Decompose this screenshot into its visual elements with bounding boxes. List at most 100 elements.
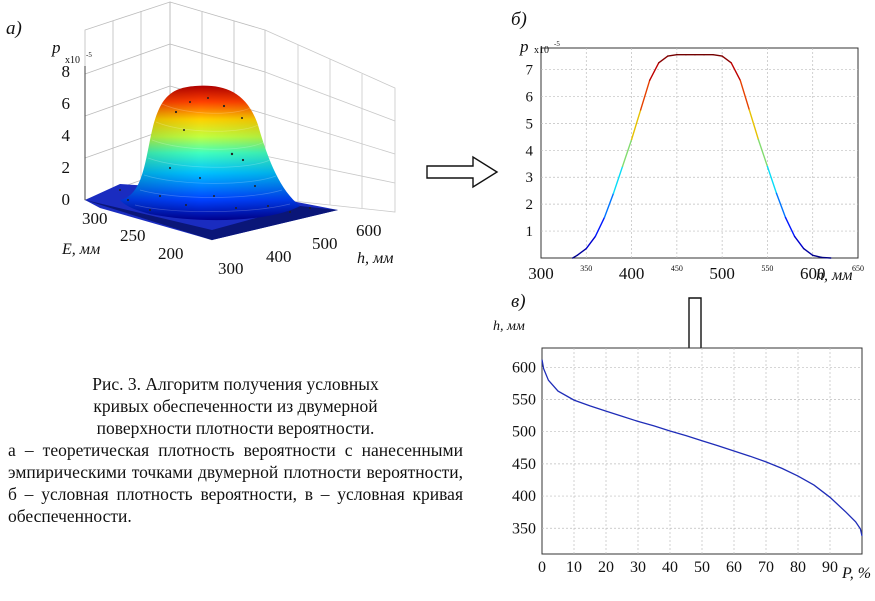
surface-contours — [134, 103, 291, 212]
density-curve-segment — [802, 247, 814, 257]
chart-b: 1 2 3 4 5 6 7 300 400 500 600 350 450 550 650 p x10 -5… — [519, 37, 864, 284]
panel-a: p x10 -5 0 2 4 6 8 300 250 200 E, мм 300… — [0, 0, 420, 290]
x-tick-label: 300 — [528, 264, 554, 283]
density-curve-segment — [748, 109, 760, 141]
density-curve-segment — [757, 138, 769, 168]
right-wall — [264, 29, 396, 213]
h-tick: 300 — [218, 259, 244, 278]
z-scale: x10 — [65, 55, 80, 66]
y-axis-label-b: p — [519, 37, 529, 56]
y-tick-label: 550 — [512, 392, 536, 409]
y-tick-label: 500 — [512, 424, 536, 441]
x-tick-label: 20 — [598, 559, 614, 576]
z-tick: 6 — [62, 94, 71, 113]
h-tick: 400 — [266, 247, 292, 266]
density-curve-segment — [784, 216, 796, 238]
z-axis-label: p — [51, 38, 61, 57]
x-axis-label-b: h, мм — [816, 267, 852, 284]
caption-line: Рис. 3. Алгоритм получения условных — [92, 374, 379, 394]
y-tick-label: 600 — [512, 359, 536, 376]
x-tick-label: 400 — [619, 264, 645, 283]
density-curve-segment — [667, 54, 678, 57]
density-curve-segment — [639, 79, 651, 111]
z-tick: 4 — [62, 126, 71, 145]
caption-title: Рис. 3. Алгоритм получения условных крив… — [8, 373, 463, 439]
x-tick-label: 0 — [538, 559, 546, 576]
y-scale-b: x10 — [534, 45, 549, 56]
h-axis-label: h, мм — [357, 250, 393, 267]
density-curve-segment — [766, 165, 778, 195]
panel-label-a: a) — [6, 18, 22, 39]
x-tick-label: 90 — [822, 559, 838, 576]
x-minor-tick-label: 350 — [580, 264, 592, 273]
empirical-points — [119, 97, 311, 213]
x-tick-label: 40 — [662, 559, 678, 576]
density-curve-segment — [739, 79, 751, 111]
y-exponent-b: -5 — [554, 40, 560, 48]
y-tick-label: 450 — [512, 456, 536, 473]
z-tick: 2 — [62, 158, 71, 177]
density-curve-segment — [585, 235, 597, 250]
x-tick-label: 70 — [758, 559, 774, 576]
density-curve-segment — [576, 247, 587, 257]
density-curve-segment — [775, 192, 787, 219]
surface-bell-shade — [120, 85, 300, 221]
density-curve-segment — [612, 165, 624, 195]
y-tick-label: 5 — [526, 116, 534, 132]
plot-frame-v — [541, 347, 863, 555]
y-tick-label: 6 — [526, 89, 534, 105]
x-axis-label-v: P, % — [841, 565, 871, 582]
chart-v: 0 10 20 30 40 50 60 70 80 90 350 400 450 500 550 600 h,… — [493, 319, 871, 582]
density-curve-segment — [603, 192, 615, 219]
surface-plot: p x10 -5 0 2 4 6 8 300 250 200 E, мм 300… — [51, 1, 396, 278]
grid-v — [542, 348, 862, 554]
density-curve-segment — [594, 216, 606, 238]
e-tick: 200 — [158, 244, 184, 263]
e-axis-label: E, мм — [61, 241, 100, 258]
density-curve-segment — [630, 109, 642, 141]
x-tick-label: 80 — [790, 559, 806, 576]
e-tick: 250 — [120, 226, 146, 245]
x-tick-label: 500 — [709, 264, 735, 283]
x-tick-label: 50 — [694, 559, 710, 576]
density-curve-segment — [658, 55, 669, 64]
y-tick-label: 3 — [526, 170, 534, 186]
x-minor-tick-label: 650 — [852, 264, 864, 273]
surface-base-shadow — [85, 200, 338, 240]
z-exponent: -5 — [86, 51, 92, 59]
caption-line: кривых обеспеченности из двумерной — [93, 396, 378, 416]
y-axis-label-v: h, мм — [493, 319, 525, 334]
x-tick-label: 60 — [726, 559, 742, 576]
density-curve-segment — [793, 235, 805, 250]
y-tick-label: 2 — [526, 197, 534, 213]
x-minor-tick-label: 450 — [671, 264, 683, 273]
h-tick: 600 — [356, 221, 382, 240]
y-tick-label: 400 — [512, 488, 536, 505]
caption-description: а – теоретическая плотность вероятности … — [8, 440, 463, 526]
z-tick: 8 — [62, 62, 71, 81]
x-tick-label: 30 — [630, 559, 646, 576]
figure-caption: Рис. 3. Алгоритм получения условных крив… — [8, 373, 463, 527]
y-tick-label: 7 — [526, 63, 534, 79]
panel-label-v: в) — [511, 291, 526, 312]
density-curve-segment — [648, 62, 660, 82]
x-tick-label: 600 — [800, 264, 826, 283]
grid-b — [541, 48, 858, 258]
y-tick-label: 4 — [526, 143, 534, 159]
density-curve-segment — [812, 254, 823, 259]
e-tick: 300 — [82, 209, 108, 228]
x-minor-tick-label: 550 — [761, 264, 773, 273]
density-curve-segment — [721, 55, 732, 64]
y-tick-label: 350 — [512, 520, 536, 537]
arrow-right — [426, 155, 499, 189]
y-tick-label: 1 — [526, 224, 534, 240]
plot-frame-b — [540, 47, 859, 259]
supply-curve — [541, 359, 863, 537]
density-curve-segment — [571, 254, 578, 259]
density-curve-segment — [821, 256, 832, 259]
z-tick: 0 — [62, 190, 71, 209]
h-tick: 500 — [312, 234, 338, 253]
density-curve-segment — [621, 138, 633, 168]
panel-label-b: б) — [511, 9, 527, 30]
density-curve-segment — [730, 62, 741, 82]
